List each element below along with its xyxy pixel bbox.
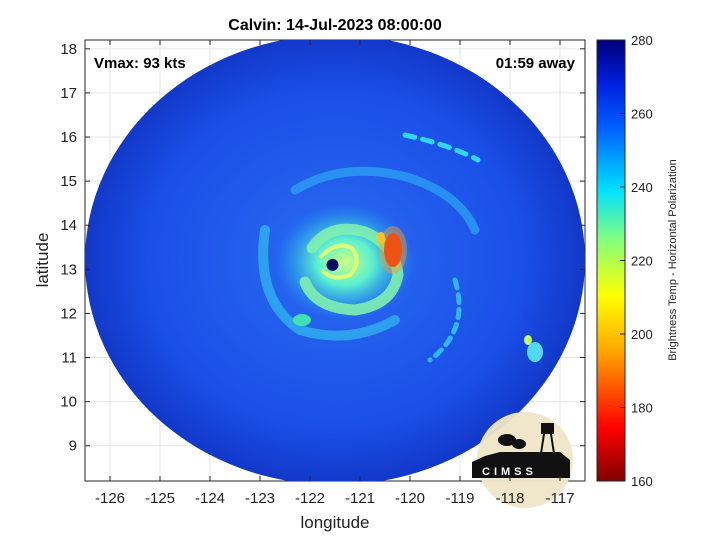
x-axis-ticks: -126 -125 -124 -123 -122 -121 -120 -119 -118 -117	[95, 40, 574, 507]
colorbar-tick-label: 280	[631, 33, 653, 48]
rain-band-south	[427, 277, 462, 363]
microwave-swath	[85, 40, 585, 481]
y-tick-label: 11	[61, 350, 77, 367]
y-axis-label: latitude	[33, 233, 52, 288]
convection-southwest	[293, 314, 311, 326]
logo-dish	[498, 434, 516, 446]
x-axis-label: longitude	[300, 513, 369, 532]
rain-band-east	[402, 132, 481, 163]
x-tick-label: -117	[546, 490, 575, 507]
eyewall-inner-ring	[318, 243, 359, 280]
convection-small	[377, 232, 385, 244]
y-tick-label: 10	[60, 394, 77, 411]
storm-eye	[326, 258, 339, 271]
convection-halo	[379, 226, 407, 274]
y-tick-label: 9	[69, 438, 77, 455]
colorbar-tick-label: 160	[631, 474, 653, 489]
rain-band-outer	[290, 166, 480, 235]
y-tick-label: 17	[60, 85, 77, 102]
x-tick-label: -126	[95, 490, 125, 507]
rain-band-west	[258, 225, 400, 341]
colorbar-tick-label: 200	[631, 327, 653, 342]
x-tick-label: -122	[295, 490, 325, 507]
cimss-logo: CIMSS	[472, 412, 573, 508]
logo-dish-2	[512, 439, 526, 449]
colorbar-tick-label: 240	[631, 180, 653, 195]
time-away-annotation: 01:59 away	[496, 55, 576, 72]
convection-core	[384, 233, 402, 267]
colorbar-tick-label: 260	[631, 107, 653, 122]
logo-tower-tank	[541, 423, 554, 434]
y-axis-ticks: 9 10 11 12 13 14 15 16 17 18	[60, 41, 585, 455]
logo-building	[472, 452, 570, 478]
y-tick-label: 12	[60, 305, 77, 322]
eyewall-arc	[299, 223, 404, 316]
x-tick-label: -119	[446, 490, 475, 507]
colorbar-label: Brightness Temp - Horizontal Polarizatio…	[667, 159, 679, 361]
chart-title: Calvin: 14-Jul-2023 08:00:00	[228, 17, 442, 34]
x-tick-label: -121	[345, 490, 375, 507]
x-tick-label: -124	[195, 490, 225, 507]
colorbar-ticks: 160 180 200 220 240 260 280	[620, 33, 653, 489]
y-tick-label: 14	[60, 217, 77, 234]
colorbar-tick-label: 220	[631, 254, 653, 269]
x-tick-label: -125	[145, 490, 175, 507]
y-tick-label: 13	[60, 261, 77, 278]
y-tick-label: 15	[60, 173, 77, 190]
x-tick-label: -120	[395, 490, 425, 507]
convection-far-east	[524, 335, 532, 345]
convection-southeast	[527, 342, 543, 362]
x-tick-label: -123	[245, 490, 275, 507]
logo-text: CIMSS	[482, 466, 537, 478]
y-tick-label: 16	[60, 129, 77, 146]
vmax-annotation: Vmax: 93 kts	[94, 55, 186, 72]
x-tick-label: -118	[496, 490, 525, 507]
y-tick-label: 18	[60, 41, 77, 58]
colorbar-tick-label: 180	[631, 401, 653, 416]
